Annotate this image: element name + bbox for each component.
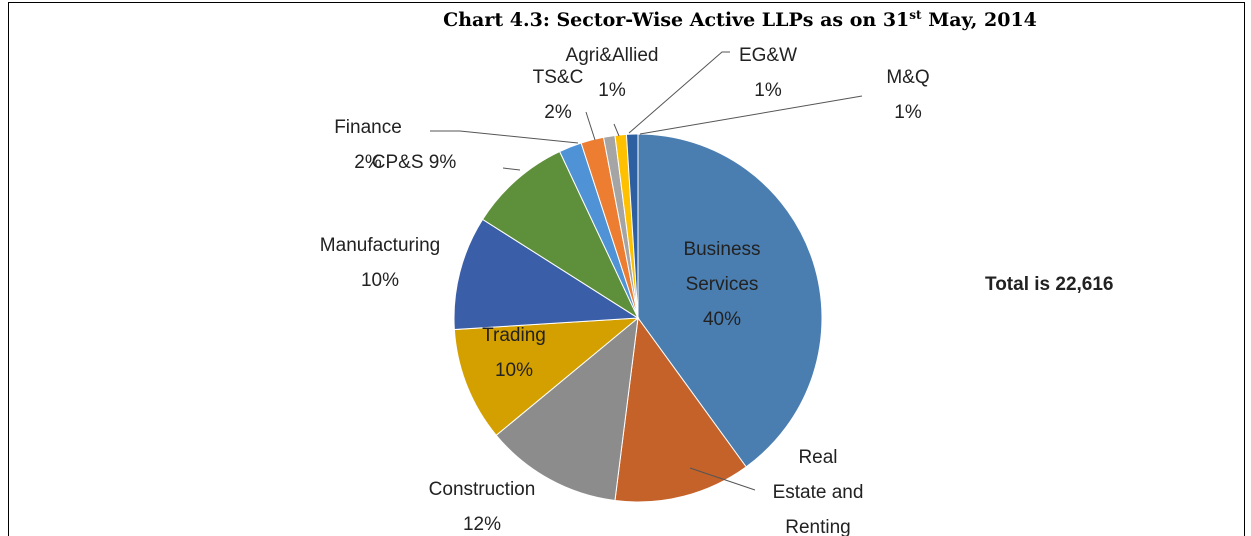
value-label: 40% xyxy=(702,309,742,330)
pie-slice xyxy=(453,218,640,331)
value-label: 1% xyxy=(754,80,782,101)
value-label: 2% xyxy=(354,152,382,173)
slice-label: CP&S 9% xyxy=(354,145,474,180)
pie-slice xyxy=(614,316,747,503)
pie-slice xyxy=(481,150,640,320)
category-label: EG&W xyxy=(738,45,798,66)
slice-label: Real Estate and Renting xyxy=(769,440,867,536)
slice-label: Trading 10% xyxy=(469,318,559,388)
value-label: 10% xyxy=(360,270,400,291)
category-label: Finance xyxy=(334,117,402,138)
value-label: 10% xyxy=(494,360,534,381)
slice-label: Finance 2% xyxy=(323,110,413,180)
leader-line xyxy=(613,123,620,137)
title-superscript: st xyxy=(909,8,922,22)
slice-label: Manufacturing 10% xyxy=(305,228,455,298)
slice-label: M&Q 1% xyxy=(873,60,943,130)
slice-label: Construction 12% xyxy=(412,472,552,536)
frame xyxy=(8,2,1245,536)
slice-label: TS&C 2% xyxy=(523,60,593,130)
value-label: 12% xyxy=(462,514,502,535)
chart-title: Chart 4.3: Sector-Wise Active LLPs as on… xyxy=(443,8,1037,31)
leader-line xyxy=(430,130,579,144)
category-label: Construction xyxy=(428,479,536,500)
pie-slice xyxy=(637,133,823,468)
category-label: Real Estate and Renting xyxy=(772,447,864,536)
leader-line xyxy=(502,167,521,171)
category-label: Agri&Allied xyxy=(565,45,659,66)
category-label: Trading xyxy=(482,325,546,346)
value-label: 1% xyxy=(598,80,626,101)
slice-label: EG&W 1% xyxy=(728,38,808,108)
slice-label: Agri&Allied 1% xyxy=(552,38,672,108)
leader-lines xyxy=(430,51,863,491)
category-label: CP&S xyxy=(371,152,424,173)
category-label: Manufacturing xyxy=(319,235,441,256)
leader-line xyxy=(689,467,756,491)
pie-slice xyxy=(625,133,639,319)
pie-slice xyxy=(495,316,639,502)
pie-slice xyxy=(453,317,640,436)
annotation: Total is 22,616 xyxy=(985,274,1114,295)
category-label: M&Q xyxy=(886,67,930,88)
slice-label: Business Services 40% xyxy=(667,232,777,337)
leader-line xyxy=(639,95,863,135)
value-label: 1% xyxy=(894,102,922,123)
title-part: May, 2014 xyxy=(922,9,1037,31)
category-label: TS&C xyxy=(532,67,584,88)
value-label: 9% xyxy=(428,152,457,173)
category-label: Business Services xyxy=(683,239,761,295)
leader-line xyxy=(628,51,730,134)
title-part: Chart 4.3: Sector-Wise Active LLPs as on… xyxy=(443,9,909,31)
pie xyxy=(453,133,823,503)
value-label: 2% xyxy=(544,102,572,123)
leader-line xyxy=(585,111,596,141)
